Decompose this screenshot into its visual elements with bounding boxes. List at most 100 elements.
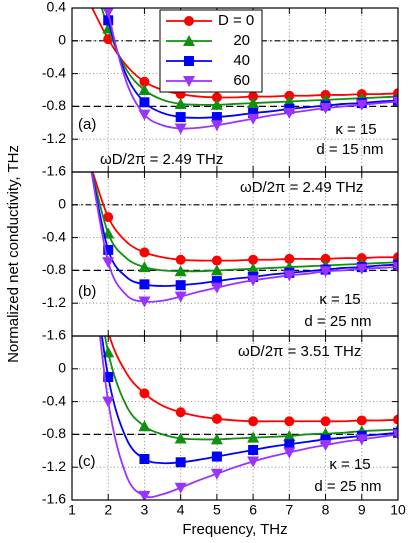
marker	[247, 456, 260, 468]
x-tick-label: 8	[322, 502, 330, 518]
marker	[247, 97, 260, 109]
marker	[248, 416, 259, 427]
y-tick-label: -0.4	[42, 64, 66, 80]
marker	[175, 457, 186, 468]
marker	[175, 407, 186, 418]
series-line	[103, 336, 398, 441]
x-tick-label: 9	[358, 502, 366, 518]
marker	[319, 103, 332, 115]
plot-area	[72, 336, 398, 500]
marker	[174, 482, 187, 494]
marker	[103, 244, 114, 255]
y-tick-label: 0	[58, 360, 66, 376]
marker	[174, 432, 187, 444]
marker	[103, 212, 114, 223]
annotation: d = 25 nm	[304, 313, 371, 330]
marker	[248, 107, 259, 118]
x-tick-label: 7	[285, 502, 293, 518]
marker	[392, 262, 398, 274]
marker	[139, 279, 150, 290]
marker	[174, 123, 187, 135]
series-line	[91, 172, 398, 273]
legend-label: D = 0	[218, 12, 254, 29]
marker	[210, 120, 223, 132]
marker	[102, 257, 115, 269]
marker	[248, 444, 259, 455]
x-tick-label: 2	[104, 502, 112, 518]
marker	[355, 263, 368, 275]
series-line	[106, 8, 398, 130]
marker	[210, 433, 223, 445]
marker	[283, 447, 296, 459]
plot-frame	[71, 335, 399, 501]
legend-box	[159, 9, 263, 93]
marker	[248, 254, 259, 265]
marker	[139, 247, 150, 258]
annotation: ωD/2π = 3.51 THz	[238, 343, 361, 360]
y-tick-label: -0.8	[42, 97, 66, 113]
marker	[211, 112, 222, 123]
y-tick-label: -1.2	[42, 294, 66, 310]
marker	[102, 8, 114, 19]
plot-area	[72, 172, 398, 308]
marker	[174, 291, 187, 303]
x-tick-label: 3	[141, 502, 149, 518]
marker	[174, 265, 187, 277]
marker	[355, 434, 368, 446]
series-line	[104, 8, 398, 119]
marker	[211, 451, 222, 462]
y-tick-label: -0.8	[42, 425, 66, 441]
marker	[247, 262, 260, 274]
marker	[211, 255, 222, 266]
marker	[103, 15, 114, 26]
marker	[284, 416, 295, 427]
marker	[320, 416, 331, 427]
marker	[175, 280, 186, 291]
marker	[210, 98, 223, 110]
marker	[138, 84, 151, 95]
marker	[210, 264, 223, 276]
annotation: (a)	[78, 116, 96, 133]
y-tick-label: -1.2	[42, 458, 66, 474]
x-axis-label: Frequency, THz	[182, 521, 287, 538]
marker	[320, 434, 331, 445]
annotation: κ = 15	[329, 456, 370, 473]
marker	[247, 431, 260, 443]
y-tick-label: -1.2	[42, 130, 66, 146]
marker	[138, 420, 151, 432]
marker	[355, 99, 368, 111]
annotation: ωD/2π = 2.49 THz	[100, 151, 223, 168]
y-tick-label: -1.6	[42, 491, 66, 507]
legend-marker	[183, 76, 195, 87]
x-tick-label: 4	[177, 502, 185, 518]
y-tick-label: -1.6	[42, 327, 66, 343]
series-line	[100, 336, 398, 465]
y-tick-label: -1.6	[42, 163, 66, 179]
marker	[139, 454, 150, 464]
marker	[319, 440, 332, 452]
marker	[138, 109, 151, 121]
x-tick-label: 1	[68, 502, 76, 518]
series-line	[100, 8, 398, 106]
marker	[138, 296, 151, 308]
legend-label: 40	[233, 52, 250, 69]
y-tick-label: -0.8	[42, 261, 66, 277]
marker	[284, 253, 295, 264]
marker	[392, 96, 398, 108]
marker	[356, 415, 367, 426]
legend-label: 60	[233, 72, 250, 89]
marker	[319, 266, 332, 278]
marker	[138, 490, 151, 500]
marker	[283, 270, 296, 282]
marker	[102, 396, 115, 408]
marker	[175, 112, 186, 123]
y-tick-label: 0	[58, 32, 66, 48]
legend-label: 20	[233, 32, 250, 49]
marker	[392, 429, 398, 441]
marker	[320, 253, 331, 264]
annotation: κ = 15	[335, 121, 376, 138]
plot-area	[72, 8, 398, 135]
x-tick-label: 5	[213, 502, 221, 518]
annotation: d = 15 nm	[316, 141, 383, 158]
